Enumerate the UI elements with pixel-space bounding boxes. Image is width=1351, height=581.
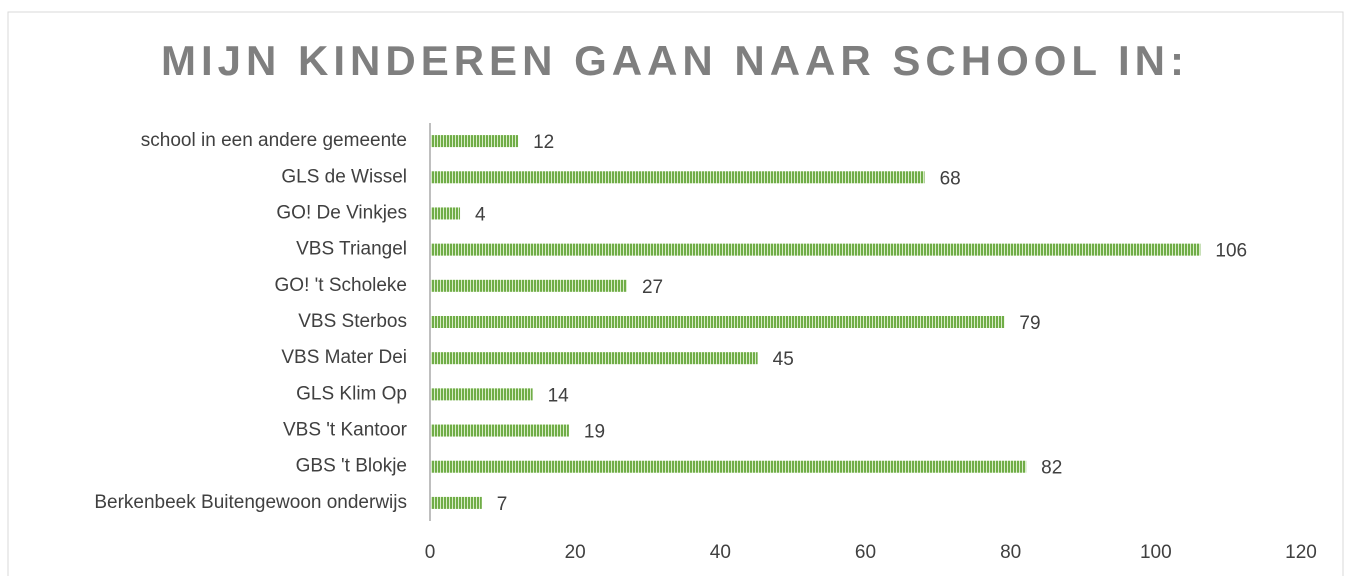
value-label: 45	[773, 349, 794, 370]
x-tick-label: 100	[1140, 542, 1172, 563]
value-label: 12	[533, 132, 554, 153]
x-tick-label: 120	[1285, 542, 1317, 563]
x-tick-label: 0	[425, 542, 436, 563]
bar	[431, 207, 461, 220]
value-label: 68	[940, 168, 961, 189]
bar	[431, 135, 519, 148]
chart-title: MIJN KINDEREN GAAN NAAR SCHOOL IN:	[161, 37, 1189, 84]
x-tick-label: 20	[565, 542, 586, 563]
value-label: 7	[497, 494, 508, 515]
y-tick-label: GO! 't Scholeke	[275, 275, 407, 296]
bar	[431, 388, 533, 401]
bar	[431, 316, 1005, 328]
y-tick-label: GLS Klim Op	[296, 383, 407, 404]
y-tick-label: VBS Triangel	[296, 239, 407, 260]
bar	[431, 279, 627, 292]
y-tick-label: GO! De Vinkjes	[276, 202, 407, 223]
bar	[431, 424, 569, 437]
bar	[431, 171, 925, 184]
value-label: 82	[1041, 458, 1062, 479]
x-tick-label: 40	[710, 542, 731, 563]
bar	[431, 460, 1027, 473]
bar	[431, 352, 758, 365]
bar	[431, 496, 482, 509]
value-label: 14	[548, 385, 570, 406]
bar	[431, 243, 1201, 256]
chart-border	[7, 11, 1344, 581]
y-tick-label: Berkenbeek Buitengewoon onderwijs	[94, 492, 407, 513]
value-label: 27	[642, 277, 663, 298]
value-label: 79	[1019, 313, 1040, 334]
x-tick-label: 80	[1000, 542, 1021, 563]
value-label: 106	[1215, 241, 1247, 262]
y-tick-label: VBS Mater Dei	[281, 347, 407, 368]
x-tick-label: 60	[855, 542, 876, 563]
value-label: 4	[475, 204, 486, 225]
value-label: 19	[584, 422, 605, 443]
y-tick-label: VBS Sterbos	[298, 311, 407, 332]
y-tick-label: school in een andere gemeente	[141, 130, 407, 151]
y-tick-label: GLS de Wissel	[281, 166, 407, 187]
y-tick-label: GBS 't Blokje	[296, 456, 407, 477]
y-tick-label: VBS 't Kantoor	[283, 420, 408, 441]
